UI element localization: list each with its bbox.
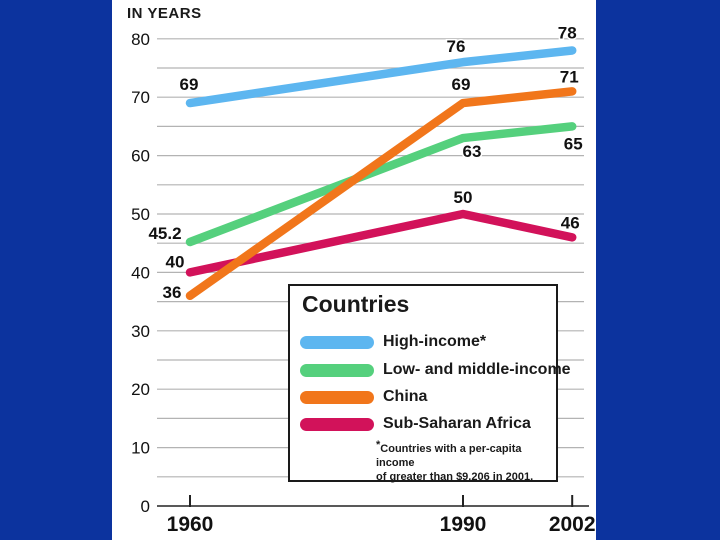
point-label-low-and-middle-income: 63 (463, 142, 482, 161)
point-label-china: 36 (163, 283, 182, 302)
legend-label-sub-saharan-africa: Sub-Saharan Africa (383, 415, 531, 432)
point-label-high-income: 69 (180, 75, 199, 94)
y-tick-label: 40 (131, 263, 150, 282)
legend-item-low-and-middle-income: Low- and middle-income (300, 361, 571, 378)
x-tick-label: 2002 (549, 513, 596, 536)
series-line-high-income (185, 46, 577, 108)
y-tick-label: 30 (131, 322, 150, 341)
legend-label-low-and-middle-income: Low- and middle-income (383, 361, 571, 378)
low-and-middle-income-line-swatch (300, 363, 374, 377)
point-label-sub-saharan-africa: 50 (454, 188, 473, 207)
point-label-high-income: 76 (447, 37, 466, 56)
series-line-low-and-middle-income (185, 122, 577, 247)
high-income-line-swatch (300, 335, 374, 349)
legend-label-china: China (383, 388, 428, 405)
legend-footnote: *Countries with a per-capita income of g… (376, 438, 551, 484)
y-tick-label: 80 (131, 30, 150, 49)
point-label-high-income: 78 (558, 23, 577, 42)
y-tick-label: 60 (131, 147, 150, 166)
china-line-swatch (300, 390, 374, 404)
footnote-line2: of greater than $9,206 in 2001. (376, 471, 534, 483)
footnote-line1: Countries with a per-capita income (376, 443, 522, 469)
y-tick-label: 20 (131, 380, 150, 399)
point-label-china: 71 (560, 67, 579, 86)
series-line-sub-saharan-africa (185, 209, 577, 277)
y-tick-label: 70 (131, 88, 150, 107)
legend-item-sub-saharan-africa: Sub-Saharan Africa (300, 415, 531, 432)
y-tick-label: 10 (131, 439, 150, 458)
series-line-china (185, 87, 577, 301)
sub-saharan-africa-line-swatch (300, 417, 374, 431)
point-label-low-and-middle-income: 65 (564, 134, 583, 153)
point-label-low-and-middle-income: 45.2 (148, 224, 181, 243)
x-tick-label: 1990 (440, 513, 487, 536)
y-tick-label: 0 (141, 497, 150, 516)
legend-item-high-income: High-income* (300, 333, 487, 350)
legend-item-china: China (300, 388, 428, 405)
y-tick-label: 50 (131, 205, 150, 224)
point-label-china: 69 (452, 75, 471, 94)
legend-title: Countries (302, 291, 410, 317)
point-label-sub-saharan-africa: 40 (166, 252, 185, 271)
point-label-sub-saharan-africa: 46 (561, 213, 580, 232)
footnote-asterisk: * (376, 439, 381, 451)
legend: Countries High-income* Low- and middle-i… (288, 284, 571, 484)
legend-label-high-income: High-income* (383, 333, 487, 350)
chart-title: IN YEARS (127, 5, 202, 22)
x-tick-label: 1960 (167, 513, 214, 536)
